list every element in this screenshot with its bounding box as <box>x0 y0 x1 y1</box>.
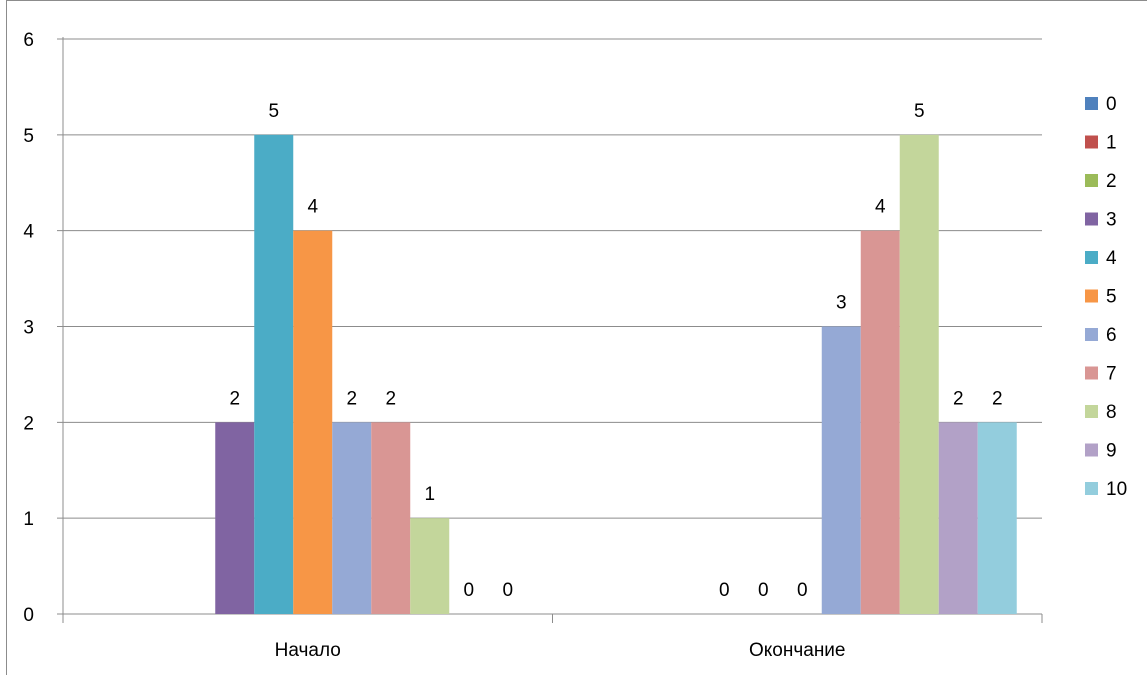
data-label-Начало-series-6: 2 <box>346 388 357 409</box>
legend-swatch-4 <box>1085 251 1098 264</box>
data-label-Начало-series-10: 0 <box>502 580 513 601</box>
bar-Окончание-series-6 <box>821 326 861 614</box>
y-tick-label-3: 3 <box>23 318 34 339</box>
legend-label-0: 0 <box>1106 94 1117 115</box>
legend-swatch-6 <box>1085 328 1098 341</box>
data-label-Окончание-series-10: 2 <box>992 388 1003 409</box>
legend-swatch-3 <box>1085 212 1098 226</box>
legend-label-1: 1 <box>1106 133 1117 154</box>
bar-Начало-series-8 <box>410 518 450 614</box>
legend-label-9: 9 <box>1106 441 1117 462</box>
bar-Окончание-series-10 <box>977 422 1017 614</box>
bar-Окончание-series-7 <box>860 230 900 614</box>
y-tick-label-4: 4 <box>23 222 34 243</box>
data-label-Начало-series-7: 2 <box>385 388 396 409</box>
legend-label-4: 4 <box>1106 248 1117 269</box>
legend-swatch-9 <box>1085 443 1098 457</box>
data-label-Начало-series-5: 4 <box>307 197 318 218</box>
data-label-Окончание-series-5: 0 <box>797 580 808 601</box>
y-tick-label-5: 5 <box>23 126 34 147</box>
x-category-label-0: Начало <box>275 640 341 661</box>
y-tick-label-2: 2 <box>23 413 34 434</box>
legend-swatch-10 <box>1085 482 1098 495</box>
data-label-Окончание-series-8: 5 <box>914 101 925 122</box>
legend-label-8: 8 <box>1106 402 1117 423</box>
legend-swatch-8 <box>1085 405 1098 418</box>
data-label-Окончание-series-9: 2 <box>953 388 964 409</box>
bar-Начало-series-6 <box>332 422 372 614</box>
frame-border-left <box>6 0 7 675</box>
legend-label-7: 7 <box>1106 364 1117 385</box>
y-tick-label-1: 1 <box>23 509 34 530</box>
bar-Окончание-series-8 <box>899 134 939 615</box>
data-label-Начало-series-9: 0 <box>463 580 474 601</box>
bar-Окончание-series-9 <box>938 422 978 614</box>
legend-label-5: 5 <box>1106 287 1117 308</box>
bar-Начало-series-7 <box>371 422 411 614</box>
legend-label-2: 2 <box>1106 171 1117 192</box>
data-label-Начало-series-4: 5 <box>268 101 279 122</box>
data-label-Окончание-series-4: 0 <box>758 580 769 601</box>
y-tick-label-0: 0 <box>23 605 34 626</box>
bar-Начало-series-4 <box>254 134 294 615</box>
bar-Начало-series-5 <box>293 230 333 614</box>
x-category-label-1: Окончание <box>749 640 846 661</box>
legend-swatch-2 <box>1085 174 1098 187</box>
data-label-Начало-series-8: 1 <box>424 484 435 505</box>
y-tick-label-6: 6 <box>23 30 34 51</box>
legend-swatch-7 <box>1085 366 1098 380</box>
legend-label-3: 3 <box>1106 210 1117 231</box>
legend-label-10: 10 <box>1106 479 1127 500</box>
data-label-Окончание-series-7: 4 <box>875 197 886 218</box>
legend-swatch-0 <box>1085 97 1098 110</box>
bar-Начало-series-3 <box>215 422 255 614</box>
legend-swatch-1 <box>1085 135 1098 149</box>
data-label-Начало-series-3: 2 <box>229 388 240 409</box>
frame-border-top <box>6 0 1147 1</box>
legend-swatch-5 <box>1085 289 1098 303</box>
data-label-Окончание-series-3: 0 <box>719 580 730 601</box>
data-label-Окончание-series-6: 3 <box>836 293 847 314</box>
legend-label-6: 6 <box>1106 325 1117 346</box>
